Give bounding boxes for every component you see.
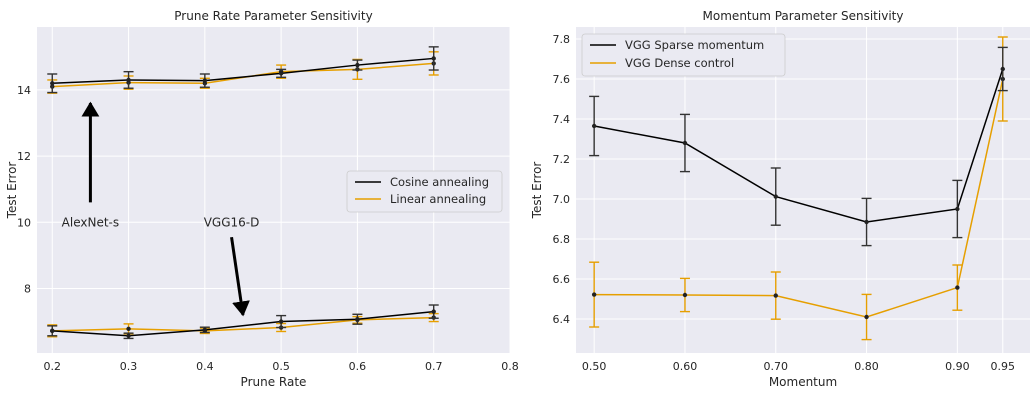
annotation-label: VGG16-D xyxy=(204,215,260,229)
series-0 xyxy=(589,46,1008,247)
data-point xyxy=(773,293,778,298)
legend-box xyxy=(346,170,503,213)
x-tick-label: 0.95 xyxy=(991,360,1016,373)
x-tick-labels: 0.50 0.60 0.70 0.80 0.90 0.95 xyxy=(582,360,1015,373)
data-point xyxy=(431,309,436,314)
data-point xyxy=(955,206,960,212)
y-tick-label: 7.8 xyxy=(553,33,571,46)
x-tick-label: 0.8 xyxy=(501,360,519,373)
series-line xyxy=(594,78,1004,318)
data-point xyxy=(682,292,688,298)
y-tick-label: 6.4 xyxy=(553,313,571,326)
data-point xyxy=(864,314,869,320)
y-tick-label: 6.6 xyxy=(553,273,571,286)
series-line xyxy=(594,68,1004,223)
y-tick-label: 8 xyxy=(24,282,31,295)
y-tick-label: 7.2 xyxy=(553,153,571,166)
y-tick-label: 7.0 xyxy=(553,193,571,206)
data-point xyxy=(431,56,436,61)
data-point xyxy=(126,333,131,338)
x-tick-label: 0.70 xyxy=(764,360,789,373)
data-point xyxy=(126,77,131,83)
data-point xyxy=(202,327,208,333)
data-point xyxy=(355,317,360,322)
y-tick-label: 6.8 xyxy=(553,233,571,246)
chart-title: Prune Rate Parameter Sensitivity xyxy=(174,9,372,23)
y-tick-label: 7.6 xyxy=(553,73,571,86)
series-line xyxy=(52,316,434,332)
y-tick-label: 10 xyxy=(17,216,31,229)
y-tick-labels: 8 10 12 14 xyxy=(17,84,31,296)
data-point xyxy=(50,81,55,86)
x-tick-label: 0.4 xyxy=(196,360,214,373)
y-tick-labels: 6.4 6.6 6.8 7.0 7.2 7.4 7.6 7.8 xyxy=(553,33,571,326)
series-line xyxy=(52,310,434,337)
legend: Cosine annealing Linear annealing xyxy=(346,170,503,213)
x-tick-labels: 0.2 0.3 0.4 0.5 0.6 0.7 0.8 xyxy=(44,360,519,373)
annotations: AlexNet-s VGG16-D xyxy=(62,101,260,317)
data-point xyxy=(864,219,869,225)
chart-title: Momentum Parameter Sensitivity xyxy=(703,9,904,23)
x-tick-label: 0.5 xyxy=(272,360,290,373)
x-tick-label: 0.80 xyxy=(854,360,879,373)
y-tick-label: 14 xyxy=(17,84,31,97)
legend-label-sparse: VGG Sparse momentum xyxy=(625,38,764,52)
annotation-label: AlexNet-s xyxy=(62,215,119,229)
series-layer xyxy=(47,46,439,340)
data-point xyxy=(126,326,131,332)
data-point xyxy=(955,285,960,290)
y-axis-label: Test Error xyxy=(530,162,544,220)
annotation-arrow xyxy=(230,236,250,317)
x-axis-label: Prune Rate xyxy=(241,375,307,389)
legend-box xyxy=(581,33,786,77)
data-point xyxy=(202,78,208,83)
series-0 xyxy=(47,46,439,94)
x-tick-label: 0.2 xyxy=(44,360,62,373)
plot-area xyxy=(576,27,1030,353)
data-point xyxy=(278,71,284,76)
series-layer xyxy=(589,36,1008,341)
momentum-panel: 0.50 0.60 0.70 0.80 0.90 0.95 6.4 6.6 6.8 7.0 7.2… xyxy=(530,9,1030,389)
x-tick-label: 0.50 xyxy=(582,360,607,373)
grid-horizontal xyxy=(37,89,510,289)
data-point xyxy=(1000,66,1005,72)
series-2 xyxy=(47,304,439,340)
x-tick-label: 0.6 xyxy=(349,360,367,373)
x-tick-label: 0.60 xyxy=(673,360,698,373)
y-tick-label: 12 xyxy=(17,150,31,163)
legend-label-linear: Linear annealing xyxy=(390,192,486,206)
y-axis-label: Test Error xyxy=(5,162,19,220)
x-tick-label: 0.90 xyxy=(945,360,970,373)
x-tick-label: 0.3 xyxy=(120,360,138,373)
data-point xyxy=(355,62,360,68)
data-point xyxy=(591,292,597,297)
data-point xyxy=(278,319,284,324)
data-point xyxy=(591,123,597,129)
x-axis-label: Momentum xyxy=(769,375,837,389)
data-point xyxy=(682,140,688,146)
x-tick-label: 0.7 xyxy=(425,360,443,373)
legend-label-dense: VGG Dense control xyxy=(625,56,734,70)
y-tick-label: 7.4 xyxy=(553,113,571,126)
series-line xyxy=(52,57,434,85)
legend-label-cosine: Cosine annealing xyxy=(390,175,489,189)
data-point xyxy=(773,194,778,199)
prune-rate-panel: 0.2 0.3 0.4 0.5 0.6 0.7 0.8 8 10 12 14 AlexNet-s V… xyxy=(5,9,519,389)
data-point xyxy=(50,328,55,334)
legend: VGG Sparse momentum VGG Dense control xyxy=(581,33,786,77)
